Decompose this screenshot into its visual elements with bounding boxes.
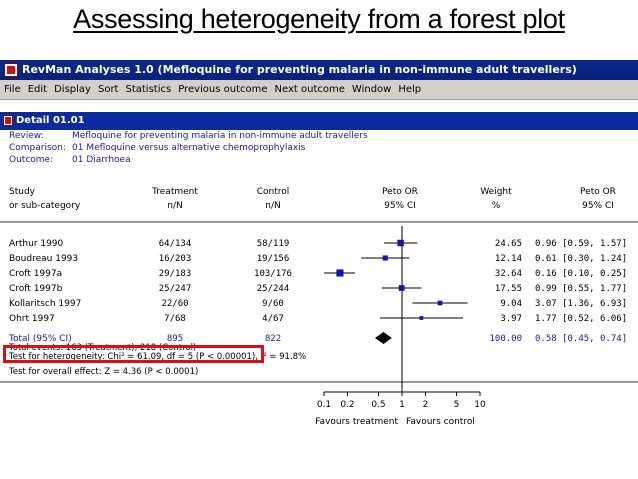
study-marker (382, 255, 388, 261)
total-events: Total events: 163 (Treatment), 218 (Cont… (9, 343, 197, 353)
treatment-nn: 64/134 (158, 239, 192, 249)
total-treatment: 895 (166, 334, 184, 344)
menu-window[interactable]: Window (351, 84, 392, 95)
x-tick-label: 2 (423, 400, 429, 410)
weight-value: 17.55 (494, 284, 522, 294)
treatment-nn: 29/183 (158, 269, 192, 279)
comparison-value: 01 Mefloquine versus alternative chemopr… (72, 143, 306, 153)
study-marker (398, 285, 405, 291)
heterogeneity-test: Test for heterogeneity: Chi² = 61.09, df… (9, 352, 307, 362)
total-weight: 100.00 (489, 334, 522, 344)
study-name: Croft 1997b (9, 284, 63, 294)
control-nn: 9/60 (262, 299, 284, 309)
treatment-nn: 16/203 (158, 254, 192, 264)
header-study: Study (9, 187, 35, 197)
detail-content: Review: Mefloquine for preventing malari… (0, 130, 638, 479)
control-nn: 19/156 (256, 254, 290, 264)
app-icon (4, 63, 18, 77)
detail-titlebar[interactable]: Detail 01.01 (0, 112, 638, 130)
study-name: Boudreau 1993 (9, 254, 79, 264)
header-control-nn: n/N (265, 201, 281, 211)
menu-file[interactable]: File (4, 84, 21, 95)
header-treatment: Treatment (152, 187, 198, 197)
x-tick-label: 0.2 (340, 400, 354, 410)
slide-title: Assessing heterogeneity from a forest pl… (73, 4, 565, 34)
study-name: Kollaritsch 1997 (9, 299, 82, 309)
header-weight-pct: % (491, 201, 501, 211)
weight-value: 24.65 (494, 239, 522, 249)
or-value: 3.07 [1.36, 6.93] (535, 299, 628, 309)
total-label: Total (95% CI) (9, 334, 72, 344)
overall-effect-test: Test for overall effect: Z = 4.36 (P < 0… (9, 367, 199, 377)
or-value: 0.16 [0.10, 0.25] (535, 269, 628, 279)
x-tick-label: 0.5 (371, 400, 385, 410)
weight-value: 3.97 (500, 314, 522, 324)
treatment-nn: 7/68 (164, 314, 186, 324)
study-name: Ohrt 1997 (9, 314, 55, 324)
header-subcategory: or sub-category (9, 201, 81, 211)
header-or-ci: 95% CI (582, 201, 614, 211)
menu-next-outcome[interactable]: Next outcome (274, 84, 345, 95)
favours-control-label: Favours control (406, 417, 475, 427)
menu-previous-outcome[interactable]: Previous outcome (178, 84, 268, 95)
pooled-diamond (374, 332, 392, 344)
menu-sort[interactable]: Sort (97, 84, 119, 95)
outcome-label: Outcome: (9, 155, 54, 165)
or-value: 0.96 [0.59, 1.57] (535, 239, 628, 249)
header-plot-or: Peto OR (382, 187, 418, 197)
total-or: 0.58 [0.45, 0.74] (535, 334, 628, 344)
favours-treatment-label: Favours treatment (315, 417, 398, 427)
control-nn: 25/244 (256, 284, 290, 294)
x-tick-label: 5 (454, 400, 460, 410)
weight-value: 12.14 (494, 254, 522, 264)
study-name: Arthur 1990 (9, 239, 64, 249)
or-value: 1.77 [0.52, 6.06] (535, 314, 628, 324)
study-name: Croft 1997a (9, 269, 63, 279)
or-value: 0.61 [0.30, 1.24] (535, 254, 628, 264)
study-marker (437, 300, 443, 306)
treatment-nn: 22/60 (161, 299, 189, 309)
header-weight: Weight (480, 187, 512, 197)
x-tick-label: 10 (474, 400, 486, 410)
control-nn: 58/119 (256, 239, 290, 249)
treatment-nn: 25/247 (158, 284, 192, 294)
revman-window: RevMan Analyses 1.0 (Mefloquine for prev… (0, 60, 638, 479)
x-tick-label: 0.1 (317, 400, 331, 410)
header-plot-ci: 95% CI (384, 201, 416, 211)
menu-help[interactable]: Help (398, 84, 422, 95)
menu-bar: File Edit Display Sort Statistics Previo… (0, 80, 638, 100)
review-value: Mefloquine for preventing malaria in non… (72, 131, 368, 141)
header-control: Control (256, 187, 290, 197)
study-marker (397, 239, 404, 247)
review-label: Review: (9, 131, 44, 141)
comparison-label: Comparison: (9, 143, 66, 153)
heterogeneity-highlight-box (3, 345, 264, 363)
x-tick-label: 1 (399, 400, 405, 410)
weight-value: 32.64 (494, 269, 522, 279)
menu-display[interactable]: Display (54, 84, 91, 95)
forest-plot: 0.1 0.2 0.5 1 2 5 10 Favours treatment Favours c… (0, 221, 638, 427)
study-marker (419, 316, 424, 320)
total-control: 822 (264, 334, 282, 344)
detail-title: Detail 01.01 (16, 115, 85, 126)
weight-value: 9.04 (500, 299, 522, 309)
window-titlebar[interactable]: RevMan Analyses 1.0 (Mefloquine for prev… (0, 60, 638, 80)
menu-edit[interactable]: Edit (27, 84, 48, 95)
study-marker (336, 269, 344, 277)
menu-statistics[interactable]: Statistics (125, 84, 172, 95)
or-value: 0.99 [0.55, 1.77] (535, 284, 628, 294)
control-nn: 103/176 (254, 269, 292, 279)
outcome-value: 01 Diarrhoea (72, 155, 131, 165)
header-or: Peto OR (580, 187, 616, 197)
detail-icon (3, 115, 13, 126)
control-nn: 4/67 (262, 314, 284, 324)
header-treatment-nn: n/N (167, 201, 183, 211)
window-title: RevMan Analyses 1.0 (Mefloquine for prev… (22, 63, 577, 76)
